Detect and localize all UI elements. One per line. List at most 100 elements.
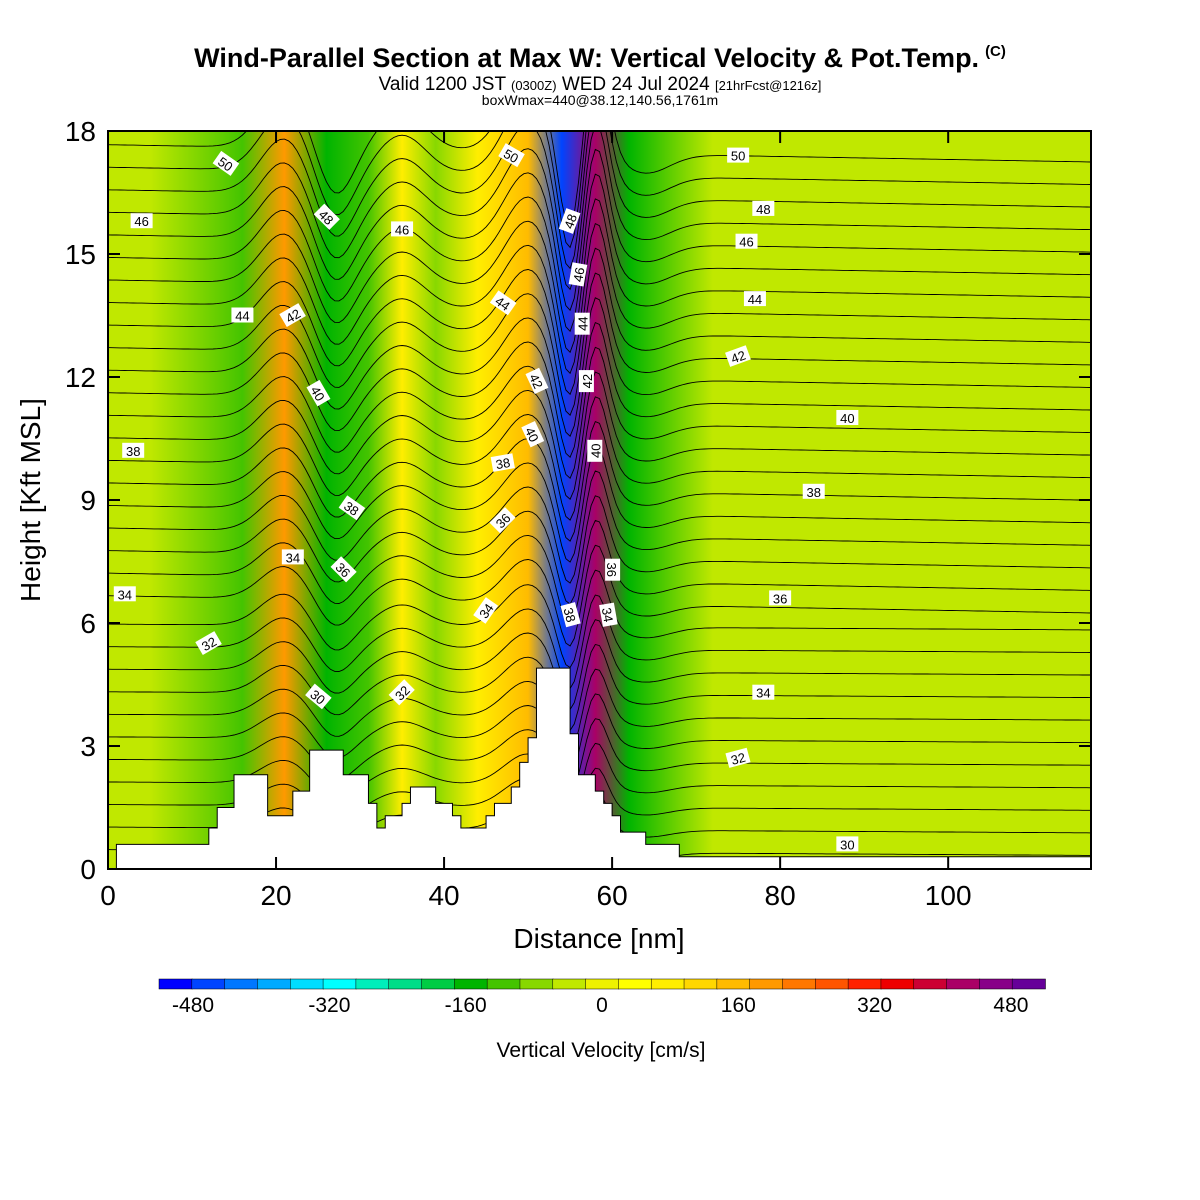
velocity-field xyxy=(108,131,1091,869)
isentrope-line xyxy=(108,131,1091,228)
contour-label-bg xyxy=(560,602,581,628)
chart-title: Wind-Parallel Section at Max W: Vertical… xyxy=(0,43,1200,74)
isentrope-line xyxy=(108,396,1091,521)
isentrope-line xyxy=(108,131,1091,249)
contour-label-text: 46 xyxy=(739,235,753,250)
valid-time-line: Valid 1200 JST (0300Z) WED 24 Jul 2024 [… xyxy=(0,74,1200,96)
contour-label: 34 xyxy=(599,602,618,627)
isentrope-line xyxy=(108,569,1091,669)
contour-label-text: 32 xyxy=(199,634,219,654)
contour-label-text: 46 xyxy=(134,214,148,229)
y-tick-label: 3 xyxy=(80,731,96,762)
contour-label-bg xyxy=(212,150,240,176)
isentrope-line xyxy=(108,131,1091,270)
contour-label: 46 xyxy=(568,262,588,287)
contour-label-bg xyxy=(489,507,516,534)
isentrope-line xyxy=(108,173,1091,333)
colorbar-swatch xyxy=(224,978,259,990)
forecast-info: [21hrFcst@1216z] xyxy=(714,78,822,93)
contour-label-text: 38 xyxy=(126,444,140,459)
contour-label: 40 xyxy=(306,379,331,407)
contour-label-text: 42 xyxy=(526,372,546,391)
isentrope-line xyxy=(108,346,1091,479)
colorbar-swatch xyxy=(880,978,915,990)
contour-label: 46 xyxy=(130,213,153,229)
x-tick-label: 80 xyxy=(765,880,796,911)
isentrope-line xyxy=(108,742,1091,815)
contour-label-text: 34 xyxy=(599,606,616,623)
contour-label: 42 xyxy=(279,303,306,328)
x-tick-label: 20 xyxy=(260,880,291,911)
contour-label: 40 xyxy=(587,439,603,462)
colorbar-swatch xyxy=(946,978,981,990)
isentrope-line xyxy=(108,519,1091,626)
contour-label: 32 xyxy=(195,631,222,656)
contour-label-text: 34 xyxy=(286,550,300,565)
contour-label-text: 38 xyxy=(807,485,821,500)
colorbar-tick-label: 160 xyxy=(721,994,756,1017)
terrain xyxy=(108,667,1091,869)
contour-label: 42 xyxy=(725,345,751,367)
valid-date: WED 24 Jul 2024 xyxy=(561,74,710,95)
contour-label: 50 xyxy=(498,143,525,168)
contour-label: 30 xyxy=(305,683,332,710)
colorbar-swatch xyxy=(290,978,324,990)
colorbar-tick-label: -480 xyxy=(172,994,214,1017)
x-tick-label: 60 xyxy=(597,880,628,911)
contour-label-bg xyxy=(122,442,145,458)
contour-label: 40 xyxy=(836,410,859,426)
contour-label: 44 xyxy=(574,312,591,335)
contour-label-text: 42 xyxy=(729,347,748,366)
contour-label-text: 36 xyxy=(773,591,787,606)
contour-label-bg xyxy=(525,367,549,395)
contour-label: 38 xyxy=(802,483,825,500)
contour-labels: 50 48 46 46 44 42 40 38 38 34 36 34 32 30 32 50 44 48 46 44… xyxy=(113,143,859,852)
colorbar-tick-label: 0 xyxy=(596,994,608,1017)
contour-label: 36 xyxy=(489,507,516,534)
isentrope-line xyxy=(108,693,1091,773)
y-tick-label: 6 xyxy=(80,608,96,639)
x-tick-label: 100 xyxy=(925,880,972,911)
colorbar-swatch xyxy=(815,978,849,990)
contour-label: 34 xyxy=(473,597,499,624)
y-tick-label: 15 xyxy=(65,239,96,270)
contour-label-text: 44 xyxy=(235,309,249,324)
contour-label-bg xyxy=(769,590,792,606)
contour-label: 34 xyxy=(752,684,775,701)
colorbar-swatch xyxy=(388,978,423,990)
colorbar-tick-label: 320 xyxy=(857,994,892,1017)
contour-label-text: 40 xyxy=(522,425,542,444)
contour-label: 38 xyxy=(338,495,366,521)
contour-label: 36 xyxy=(330,556,357,583)
contour-label-text: 50 xyxy=(215,154,235,175)
contour-label: 42 xyxy=(525,367,549,395)
contour-label: 44 xyxy=(231,307,254,324)
contour-label: 32 xyxy=(388,679,415,706)
contour-label-bg xyxy=(391,221,414,237)
colorbar-swatch xyxy=(322,978,357,990)
contour-label-bg xyxy=(113,586,136,602)
contour-label-text: 50 xyxy=(501,146,521,166)
contour-label-bg xyxy=(521,421,545,448)
colorbar-swatch xyxy=(552,978,587,990)
contour-label-text: 36 xyxy=(604,562,619,576)
contour-label: 36 xyxy=(604,558,621,581)
colorbar-swatch xyxy=(421,978,456,990)
colorbar-swatch xyxy=(683,978,718,990)
box-info: boxWmax=440@38.12,140.56,1761m xyxy=(481,92,719,108)
contour-label-bg xyxy=(568,262,588,287)
contour-label: 38 xyxy=(490,453,515,472)
contour-label: 38 xyxy=(560,602,581,628)
contour-label-bg xyxy=(727,147,750,163)
contour-label-bg xyxy=(279,303,306,328)
x-tick-label: 0 xyxy=(100,880,116,911)
y-tick-label: 12 xyxy=(65,362,96,393)
x-axis-label: Distance [nm] xyxy=(513,923,684,954)
colorbar-swatch xyxy=(716,978,751,990)
contour-label-bg xyxy=(490,453,515,472)
contour-label: 46 xyxy=(735,233,758,250)
contour-label: 42 xyxy=(578,370,595,393)
contour-label-text: 44 xyxy=(492,293,512,314)
isentrope-line xyxy=(108,148,1091,312)
colorbar-swatch xyxy=(1011,978,1046,990)
